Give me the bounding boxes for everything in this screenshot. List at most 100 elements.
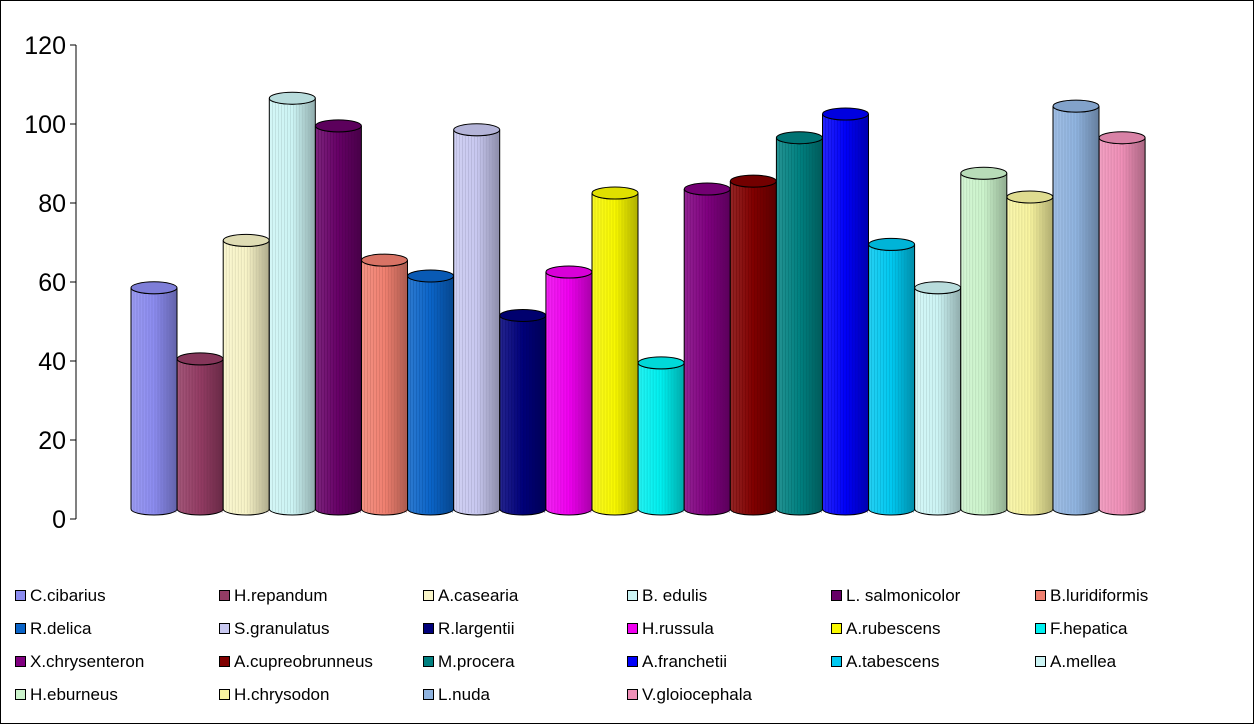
legend-item: V.gloiocephala xyxy=(627,685,831,705)
legend-item: B. edulis xyxy=(627,586,831,606)
y-tick-label: 80 xyxy=(38,190,66,218)
bar-top xyxy=(453,123,501,137)
bar-top xyxy=(130,281,178,295)
legend-item: R.largentii xyxy=(423,619,627,639)
legend-swatch xyxy=(1035,623,1046,634)
legend-label: X.chrysenteron xyxy=(30,651,145,671)
bar-top xyxy=(683,182,731,196)
bar xyxy=(775,131,823,516)
bar-top xyxy=(545,265,593,279)
legend-label: R.delica xyxy=(30,618,92,638)
bar xyxy=(960,166,1008,516)
bar-top xyxy=(914,281,962,295)
legend-label: S.granulatus xyxy=(234,618,330,638)
legend-label: A.tabescens xyxy=(846,651,940,671)
legend-item: X.chrysenteron xyxy=(15,652,219,672)
legend-item: H.repandum xyxy=(219,586,423,606)
legend-swatch xyxy=(627,656,638,667)
legend-item: M.procera xyxy=(423,652,627,672)
legend-swatch xyxy=(1035,590,1046,601)
legend-label: A.casearia xyxy=(438,585,519,605)
legend-item: R.delica xyxy=(15,619,219,639)
bar-top xyxy=(361,253,408,267)
legend-label: L.nuda xyxy=(438,684,490,704)
bars xyxy=(130,91,1146,516)
legend-label: V.gloiocephala xyxy=(642,684,752,704)
bar xyxy=(499,308,547,516)
legend-item: L.nuda xyxy=(423,685,627,705)
bar xyxy=(314,119,362,516)
legend-label: A.franchetii xyxy=(642,651,728,671)
legend-swatch xyxy=(15,590,26,601)
y-tick-label: 0 xyxy=(52,506,66,534)
legend-item: A.cupreobrunneus xyxy=(219,652,423,672)
legend-swatch xyxy=(627,590,638,601)
legend-swatch xyxy=(219,689,230,700)
legend-label: B.luridiformis xyxy=(1050,585,1149,605)
y-tick-label: 40 xyxy=(38,348,66,376)
bar-top xyxy=(822,107,869,121)
legend-swatch xyxy=(423,590,434,601)
legend-label: L. salmonicolor xyxy=(846,585,961,605)
y-axis: 0 20 40 60 80 100 120 xyxy=(24,32,77,534)
bar xyxy=(130,281,178,516)
legend-label: C.cibarius xyxy=(30,585,106,605)
legend-item: S.granulatus xyxy=(219,619,423,639)
legend-swatch xyxy=(831,590,842,601)
bar-top xyxy=(314,119,362,133)
legend-swatch xyxy=(831,623,842,634)
legend-swatch xyxy=(15,656,26,667)
legend-label: A.rubescens xyxy=(846,618,941,638)
legend-item: B.luridiformis xyxy=(1035,586,1239,606)
bar xyxy=(637,356,685,516)
bar-top xyxy=(960,166,1008,180)
bar-top xyxy=(1006,190,1054,204)
legend-swatch xyxy=(627,689,638,700)
bar-top xyxy=(268,91,316,105)
legend-row: C.cibarius H.repandum A.casearia B. edulis L… xyxy=(15,579,1245,612)
y-tick-label: 60 xyxy=(38,269,66,297)
legend-swatch xyxy=(423,689,434,700)
legend-label: H.chrysodon xyxy=(234,684,330,704)
bar xyxy=(268,91,316,516)
bar-top xyxy=(868,237,916,251)
legend-item: A.rubescens xyxy=(831,619,1035,639)
bar-top xyxy=(729,174,777,188)
legend-swatch xyxy=(627,623,638,634)
legend-label: A.cupreobrunneus xyxy=(234,651,373,671)
bar xyxy=(453,123,501,516)
bar xyxy=(683,182,731,516)
bar-top xyxy=(637,356,685,370)
legend-item: H.chrysodon xyxy=(219,685,423,705)
legend-swatch xyxy=(15,689,26,700)
legend-item: A.tabescens xyxy=(831,652,1035,672)
legend-swatch xyxy=(1035,656,1046,667)
bar-top xyxy=(775,131,823,145)
y-tick-label: 100 xyxy=(24,111,66,139)
legend-label: H.eburneus xyxy=(30,684,118,704)
bar xyxy=(868,237,916,516)
bar xyxy=(1006,190,1054,516)
bar-top xyxy=(499,308,547,322)
legend-row: X.chrysenteron A.cupreobrunneus M.procera A… xyxy=(15,645,1245,678)
legend-swatch xyxy=(219,590,230,601)
bar-top xyxy=(591,186,639,200)
legend-row: H.eburneus H.chrysodon L.nuda V.gloiocephal… xyxy=(15,678,1245,711)
legend-row: R.delica S.granulatus R.largentii H.russula… xyxy=(15,612,1245,645)
legend-swatch xyxy=(423,656,434,667)
bar-top xyxy=(407,269,455,283)
legend-swatch xyxy=(219,656,230,667)
bar xyxy=(545,265,593,516)
legend-item: F.hepatica xyxy=(1035,619,1239,639)
bar xyxy=(591,186,639,516)
bar-top xyxy=(1098,131,1146,145)
bar xyxy=(176,352,224,516)
legend-label: A.mellea xyxy=(1050,651,1117,671)
bar xyxy=(361,253,408,516)
bar xyxy=(729,174,777,516)
legend-label: M.procera xyxy=(438,651,515,671)
legend-swatch xyxy=(423,623,434,634)
legend-item: H.eburneus xyxy=(15,685,219,705)
legend-swatch xyxy=(219,623,230,634)
